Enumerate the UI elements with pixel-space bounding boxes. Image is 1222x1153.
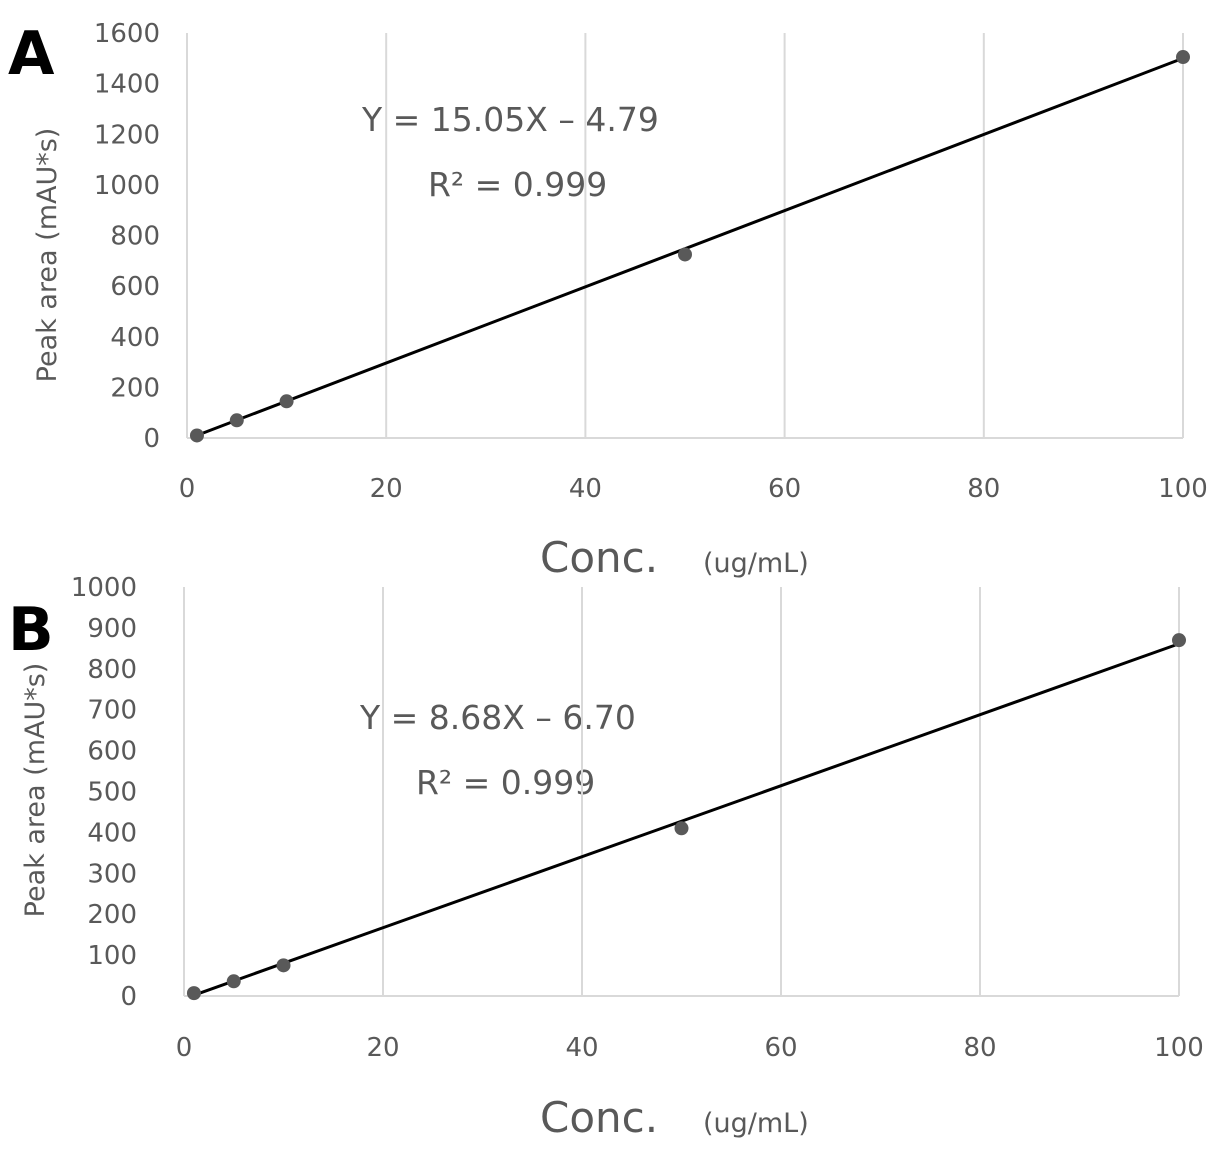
data-point-b xyxy=(186,986,201,1001)
y-tick-label-a: 1000 xyxy=(94,171,160,201)
trendline-b xyxy=(193,642,1180,997)
x-axis-label-a: Conc. xyxy=(540,533,658,582)
y-tick-label-a: 400 xyxy=(110,323,160,353)
y-tick-label-a: 1400 xyxy=(94,70,160,100)
x-tick-label-a: 20 xyxy=(370,474,403,504)
chart-a: A Peak area (mAU*s) Y = 15.05X – 4.79 R²… xyxy=(8,19,1208,582)
data-point-b xyxy=(226,974,241,989)
y-tick-label-b: 300 xyxy=(87,859,137,889)
y-tick-label-a: 1200 xyxy=(94,120,160,150)
y-tick-label-b: 500 xyxy=(87,778,137,808)
y-tick-label-b: 700 xyxy=(87,696,137,726)
y-tick-label-b: 1000 xyxy=(71,573,137,603)
panel-label-b: B xyxy=(8,595,54,665)
y-tick-label-b: 0 xyxy=(120,982,137,1012)
x-tick-label-b: 0 xyxy=(176,1033,193,1063)
x-tick-label-b: 60 xyxy=(764,1033,797,1063)
data-point-a xyxy=(229,413,244,428)
panel-label-a: A xyxy=(8,19,55,89)
x-tick-label-b: 80 xyxy=(963,1033,996,1063)
data-point-b xyxy=(674,821,689,836)
x-tick-label-a: 0 xyxy=(179,474,196,504)
y-tick-label-a: 0 xyxy=(143,424,160,454)
y-tick-label-b: 100 xyxy=(87,941,137,971)
y-tick-label-b: 800 xyxy=(87,655,137,685)
x-tick-label-b: 20 xyxy=(366,1033,399,1063)
plot-area-a: 0 200 400 600 800 1000 1200 1400 1600 0 20 40 60 80 10… xyxy=(94,19,1208,504)
data-point-a xyxy=(189,428,204,443)
y-tick-label-b: 600 xyxy=(87,737,137,767)
x-tick-label-a: 100 xyxy=(1158,474,1208,504)
y-tick-label-a: 200 xyxy=(110,373,160,403)
x-tick-label-a: 80 xyxy=(967,474,1000,504)
x-tick-label-a: 40 xyxy=(569,474,602,504)
data-point-b xyxy=(1172,633,1186,648)
y-tick-label-a: 600 xyxy=(110,272,160,302)
equation-b: Y = 8.68X – 6.70 xyxy=(359,698,636,737)
x-axis-unit-a: (ug/mL) xyxy=(703,548,809,579)
plot-area-b: 0 100 200 300 400 500 600 700 800 900 1000 0 20 40 60 8… xyxy=(71,573,1204,1063)
data-point-a xyxy=(1176,50,1190,65)
x-axis-unit-b: (ug/mL) xyxy=(703,1108,809,1139)
data-point-b xyxy=(276,958,291,973)
x-tick-label-b: 100 xyxy=(1154,1033,1204,1063)
y-tick-label-b: 400 xyxy=(87,818,137,848)
data-point-a xyxy=(279,394,294,409)
chart-b: B Peak area (mAU*s) Y = 8.68X – 6.70 R² … xyxy=(8,573,1204,1142)
x-tick-label-a: 60 xyxy=(768,474,801,504)
y-tick-label-a: 1600 xyxy=(94,19,160,49)
r-squared-a: R² = 0.999 xyxy=(428,165,607,204)
y-axis-label-b: Peak area (mAU*s) xyxy=(20,663,51,918)
y-tick-label-a: 800 xyxy=(110,222,160,252)
data-point-a xyxy=(678,247,692,262)
x-tick-label-b: 40 xyxy=(565,1033,598,1063)
equation-a: Y = 15.05X – 4.79 xyxy=(361,100,659,139)
x-axis-label-b: Conc. xyxy=(540,1093,658,1142)
y-tick-label-b: 900 xyxy=(87,614,137,644)
y-axis-label-a: Peak area (mAU*s) xyxy=(32,128,63,383)
r-squared-b: R² = 0.999 xyxy=(416,763,595,802)
y-tick-label-b: 200 xyxy=(87,900,137,930)
trendline-a xyxy=(196,56,1184,437)
